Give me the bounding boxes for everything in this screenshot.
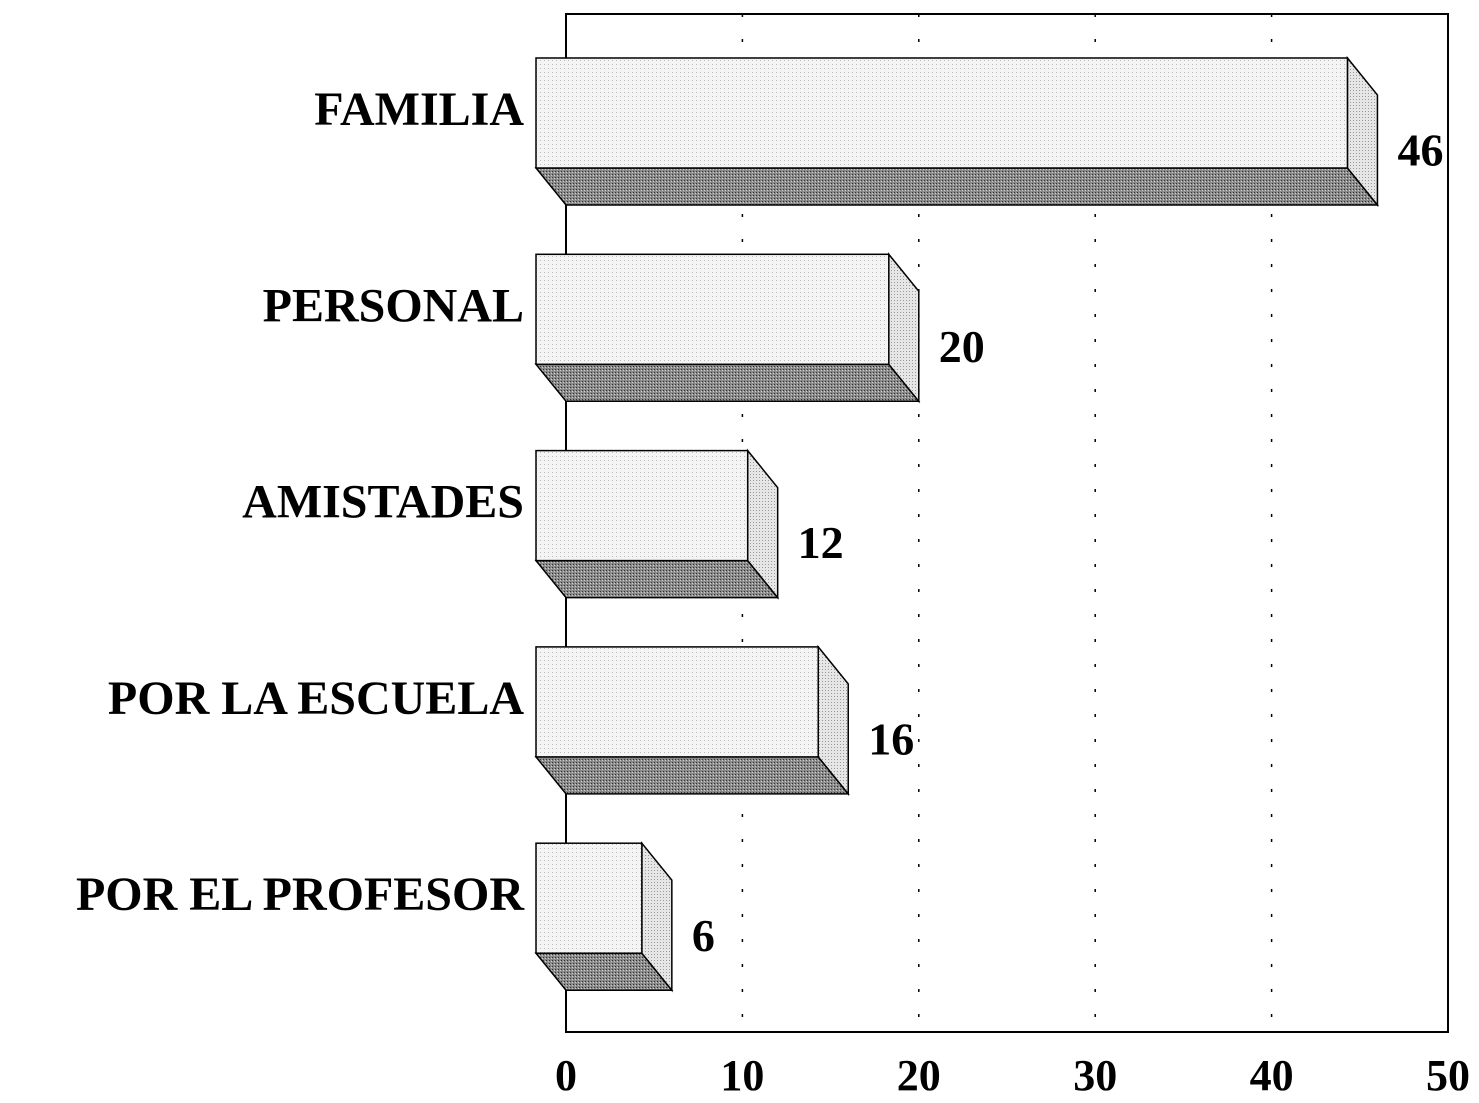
- bar: [534, 644, 850, 797]
- bar: [534, 55, 1380, 208]
- value-label: 16: [868, 713, 914, 764]
- y-tick-label: AMISTADES: [242, 476, 524, 529]
- x-tick-label: 20: [897, 1051, 941, 1100]
- y-tick-label: POR EL PROFESOR: [76, 868, 525, 921]
- bar-bottom: [534, 559, 780, 599]
- bar-bottom: [534, 167, 1380, 206]
- y-tick-label: POR LA ESCUELA: [108, 672, 524, 725]
- bar: [534, 252, 921, 404]
- bar: [534, 448, 780, 600]
- bar: [534, 841, 674, 993]
- y-tick-label: FAMILIA: [314, 83, 524, 136]
- value-label: 12: [798, 517, 844, 568]
- bar-front: [535, 842, 643, 954]
- value-label: 20: [939, 321, 985, 372]
- bar-front: [535, 253, 890, 366]
- x-tick-label: 30: [1073, 1051, 1117, 1100]
- bar-bottom: [534, 756, 850, 795]
- bar-bottom: [534, 363, 921, 403]
- x-tick-label: 40: [1250, 1051, 1294, 1100]
- value-label: 46: [1397, 125, 1443, 176]
- y-tick-label: PERSONAL: [263, 279, 524, 332]
- value-label: 6: [692, 910, 715, 961]
- x-tick-label: 0: [555, 1051, 577, 1100]
- bar-front: [535, 57, 1349, 169]
- x-tick-label: 10: [720, 1051, 764, 1100]
- bar-front: [535, 449, 749, 562]
- bar-front: [535, 646, 819, 758]
- x-tick-label: 50: [1426, 1051, 1470, 1100]
